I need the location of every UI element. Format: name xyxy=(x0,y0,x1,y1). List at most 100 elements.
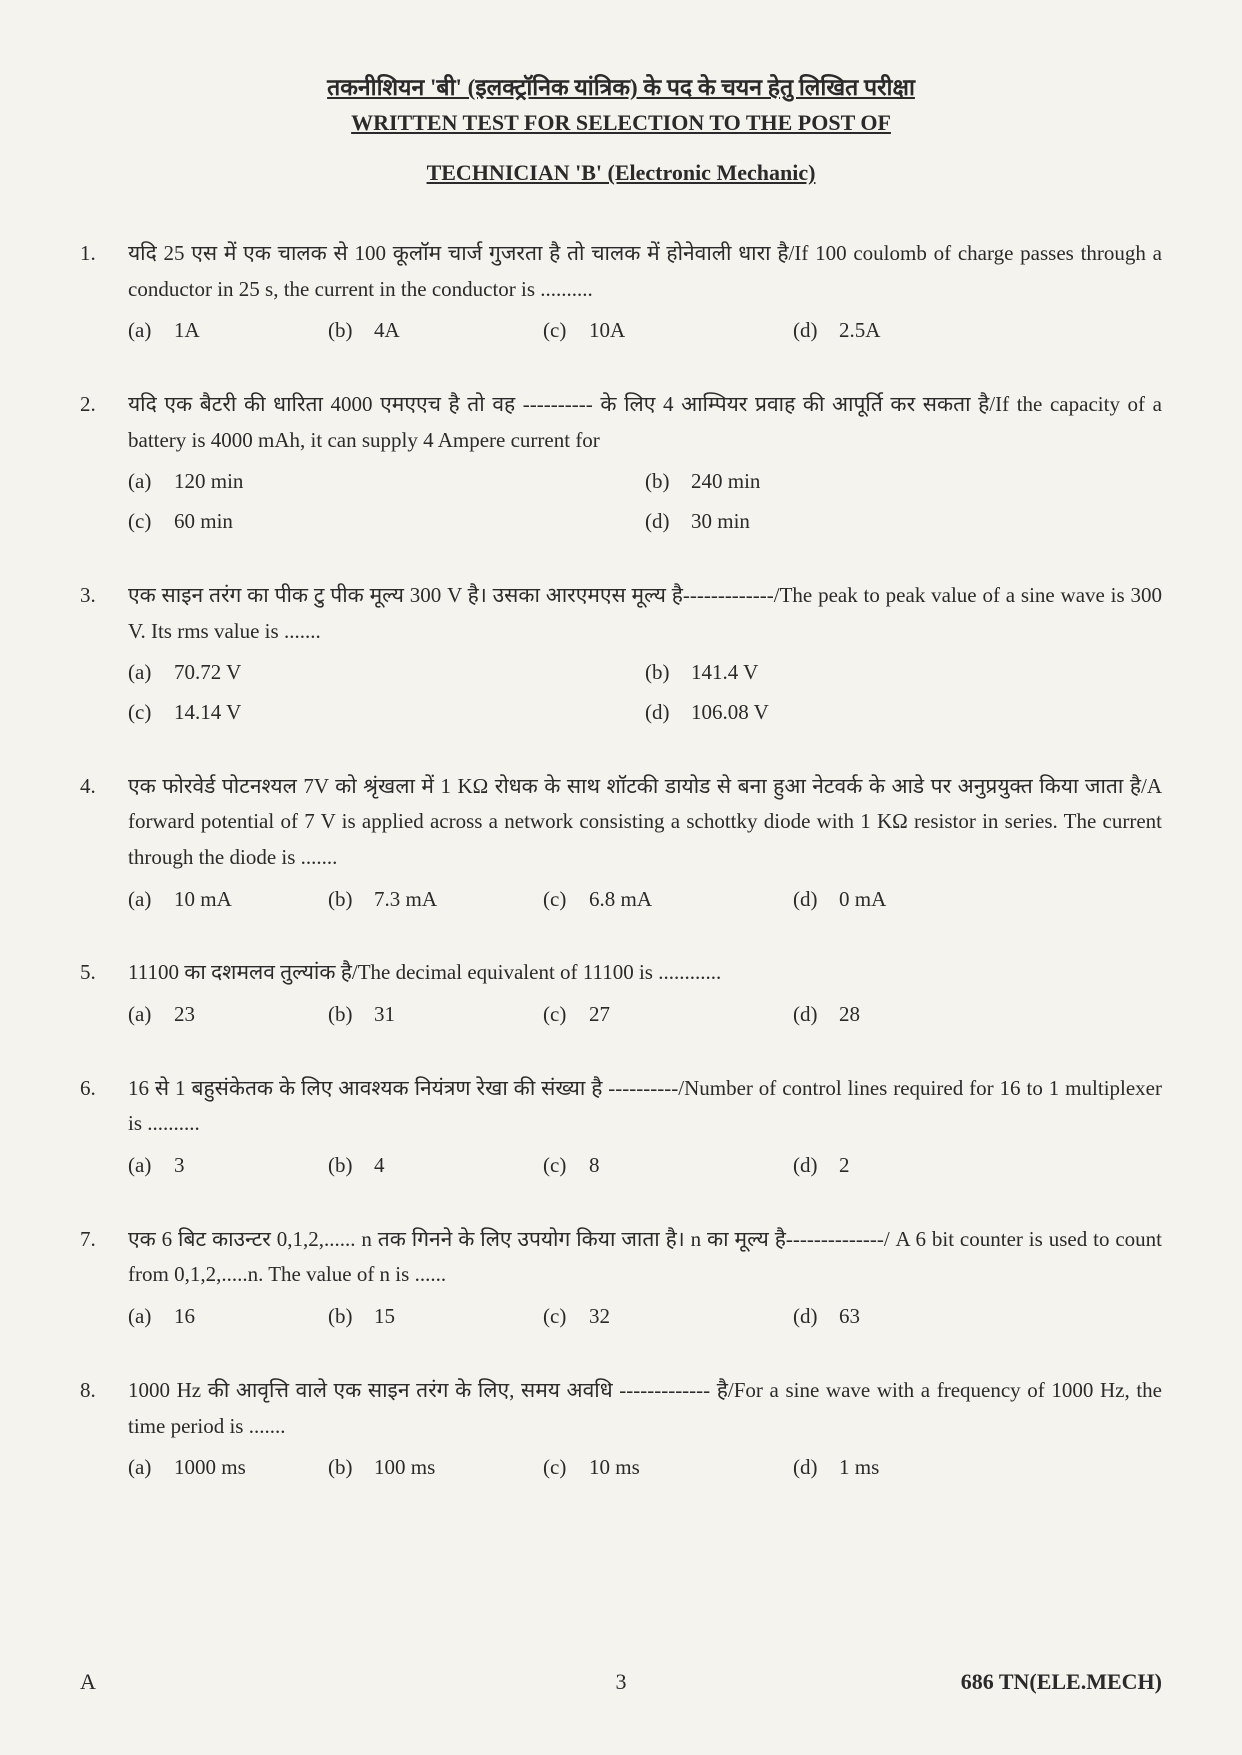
option-a: (a)70.72 V xyxy=(128,655,645,691)
option-value: 0 mA xyxy=(839,882,886,918)
options-row: (a)23(b)31(c)27(d)28 xyxy=(128,997,1162,1033)
option-value: 15 xyxy=(374,1299,395,1335)
option-d: (d)63 xyxy=(793,1299,860,1335)
option-value: 6.8 mA xyxy=(589,882,652,918)
option-value: 10A xyxy=(589,313,625,349)
option-label: (c) xyxy=(128,504,174,540)
option-label: (a) xyxy=(128,313,174,349)
option-label: (a) xyxy=(128,882,174,918)
option-value: 7.3 mA xyxy=(374,882,437,918)
option-label: (c) xyxy=(543,313,589,349)
option-c: (c)8 xyxy=(543,1148,793,1184)
question-text: 16 से 1 बहुसंकेतक के लिए आवश्यक नियंत्रण… xyxy=(128,1071,1162,1142)
option-value: 100 ms xyxy=(374,1450,435,1486)
question-body: यदि एक बैटरी की धारिता 4000 एमएएच है तो … xyxy=(128,387,1162,540)
option-d: (d)1 ms xyxy=(793,1450,879,1486)
option-c: (c)27 xyxy=(543,997,793,1033)
option-label: (d) xyxy=(793,1148,839,1184)
option-value: 2 xyxy=(839,1148,850,1184)
option-label: (a) xyxy=(128,464,174,500)
question-number: 8. xyxy=(80,1373,128,1486)
question-body: 1000 Hz की आवृत्ति वाले एक साइन तरंग के … xyxy=(128,1373,1162,1486)
options-row: (a)16(b)15(c)32(d)63 xyxy=(128,1299,1162,1335)
question-number: 1. xyxy=(80,236,128,349)
question-body: एक साइन तरंग का पीक टु पीक मूल्य 300 V ह… xyxy=(128,578,1162,731)
options-row: (a)1000 ms(b)100 ms(c)10 ms(d)1 ms xyxy=(128,1450,1162,1486)
option-d: (d)106.08 V xyxy=(645,695,1162,731)
option-value: 120 min xyxy=(174,464,243,500)
footer-series: A xyxy=(80,1669,96,1695)
option-label: (c) xyxy=(543,1299,589,1335)
option-value: 8 xyxy=(589,1148,600,1184)
question-text: यदि 25 एस में एक चालक से 100 कूलॉम चार्ज… xyxy=(128,236,1162,307)
option-label: (d) xyxy=(793,997,839,1033)
option-c: (c)10A xyxy=(543,313,793,349)
question: 8.1000 Hz की आवृत्ति वाले एक साइन तरंग क… xyxy=(80,1373,1162,1486)
footer-code: 686 TN(ELE.MECH) xyxy=(961,1669,1162,1695)
option-value: 16 xyxy=(174,1299,195,1335)
options-row: (a)120 min(b)240 min xyxy=(128,464,1162,500)
option-label: (d) xyxy=(793,1450,839,1486)
question-body: एक 6 बिट काउन्टर 0,1,2,...... n तक गिनने… xyxy=(128,1222,1162,1335)
option-label: (d) xyxy=(645,695,691,731)
option-b: (b)4 xyxy=(328,1148,543,1184)
option-value: 70.72 V xyxy=(174,655,241,691)
question-number: 5. xyxy=(80,955,128,1032)
option-value: 31 xyxy=(374,997,395,1033)
option-b: (b)15 xyxy=(328,1299,543,1335)
options-row: (a)70.72 V(b)141.4 V xyxy=(128,655,1162,691)
option-a: (a)3 xyxy=(128,1148,328,1184)
footer-page-number: 3 xyxy=(616,1669,627,1695)
question-number: 4. xyxy=(80,769,128,918)
option-d: (d)0 mA xyxy=(793,882,886,918)
option-value: 2.5A xyxy=(839,313,880,349)
question-text: एक फोरवेर्ड पोटनश्यल 7V को श्रृंखला में … xyxy=(128,769,1162,876)
option-value: 1 ms xyxy=(839,1450,879,1486)
option-label: (b) xyxy=(328,1148,374,1184)
option-value: 27 xyxy=(589,997,610,1033)
option-value: 3 xyxy=(174,1148,185,1184)
page-footer: A 3 686 TN(ELE.MECH) xyxy=(80,1669,1162,1695)
option-a: (a)16 xyxy=(128,1299,328,1335)
question-text: 11100 का दशमलव तुल्यांक है/The decimal e… xyxy=(128,955,1162,991)
questions-list: 1.यदि 25 एस में एक चालक से 100 कूलॉम चार… xyxy=(80,236,1162,1486)
option-value: 141.4 V xyxy=(691,655,758,691)
option-c: (c)10 ms xyxy=(543,1450,793,1486)
option-value: 10 ms xyxy=(589,1450,640,1486)
question: 7.एक 6 बिट काउन्टर 0,1,2,...... n तक गिन… xyxy=(80,1222,1162,1335)
option-c: (c)60 min xyxy=(128,504,645,540)
option-b: (b)7.3 mA xyxy=(328,882,543,918)
option-d: (d)28 xyxy=(793,997,860,1033)
option-label: (c) xyxy=(543,1148,589,1184)
option-value: 1000 ms xyxy=(174,1450,246,1486)
option-c: (c)14.14 V xyxy=(128,695,645,731)
option-label: (d) xyxy=(793,1299,839,1335)
page-header: तकनीशियन 'बी' (इलक्ट्रॉनिक यांत्रिक) के … xyxy=(80,70,1162,186)
option-value: 30 min xyxy=(691,504,750,540)
option-label: (a) xyxy=(128,1299,174,1335)
option-a: (a)23 xyxy=(128,997,328,1033)
option-label: (a) xyxy=(128,655,174,691)
question-text: एक साइन तरंग का पीक टु पीक मूल्य 300 V ह… xyxy=(128,578,1162,649)
question: 6.16 से 1 बहुसंकेतक के लिए आवश्यक नियंत्… xyxy=(80,1071,1162,1184)
option-value: 63 xyxy=(839,1299,860,1335)
option-value: 1A xyxy=(174,313,200,349)
option-a: (a)10 mA xyxy=(128,882,328,918)
question-text: 1000 Hz की आवृत्ति वाले एक साइन तरंग के … xyxy=(128,1373,1162,1444)
option-a: (a)120 min xyxy=(128,464,645,500)
question: 2.यदि एक बैटरी की धारिता 4000 एमएएच है त… xyxy=(80,387,1162,540)
option-label: (c) xyxy=(543,997,589,1033)
option-a: (a)1A xyxy=(128,313,328,349)
option-label: (a) xyxy=(128,1450,174,1486)
option-value: 10 mA xyxy=(174,882,232,918)
question: 4.एक फोरवेर्ड पोटनश्यल 7V को श्रृंखला मे… xyxy=(80,769,1162,918)
question: 3.एक साइन तरंग का पीक टु पीक मूल्य 300 V… xyxy=(80,578,1162,731)
option-label: (a) xyxy=(128,1148,174,1184)
options-row: (a)1A(b)4A(c)10A(d)2.5A xyxy=(128,313,1162,349)
question-number: 2. xyxy=(80,387,128,540)
question-body: 11100 का दशमलव तुल्यांक है/The decimal e… xyxy=(128,955,1162,1032)
options-row: (c)60 min(d)30 min xyxy=(128,504,1162,540)
option-label: (b) xyxy=(645,655,691,691)
option-value: 4 xyxy=(374,1148,385,1184)
option-value: 14.14 V xyxy=(174,695,241,731)
